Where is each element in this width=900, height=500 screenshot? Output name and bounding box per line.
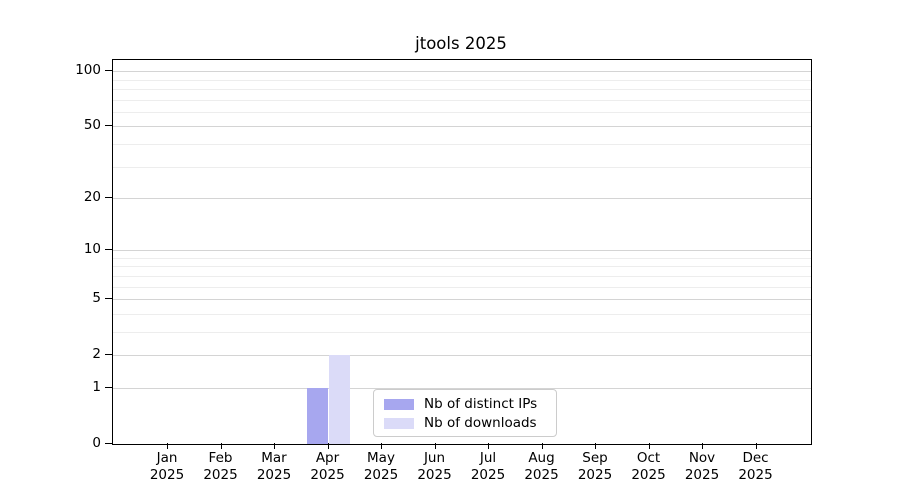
- x-tick-label-may: May 2025: [349, 450, 413, 484]
- legend-label-downloads: Nb of downloads: [424, 415, 537, 431]
- y-tick-5: [105, 298, 112, 300]
- minor-gridline-8: [113, 266, 811, 268]
- minor-gridline-6: [113, 286, 811, 288]
- minor-gridline-70: [113, 99, 811, 101]
- x-tick-month-jun: Jun: [423, 450, 446, 466]
- x-tick-month-apr: Apr: [315, 450, 340, 466]
- major-gridline-100: [113, 71, 811, 73]
- major-gridline-1: [113, 387, 811, 389]
- x-tick-oct: [648, 443, 650, 449]
- x-tick-month-jan: Jan: [156, 450, 178, 466]
- y-tick-label-100: 100: [75, 62, 101, 79]
- y-tick-20: [105, 197, 112, 198]
- y-tick-10: [105, 249, 112, 251]
- y-tick-label-10: 10: [83, 241, 101, 258]
- x-tick-label-jan: Jan 2025: [135, 450, 199, 484]
- y-tick-label-1: 1: [92, 378, 101, 395]
- plot-area: [112, 59, 812, 445]
- x-tick-month-oct: Oct: [636, 450, 661, 466]
- y-tick-1: [105, 386, 112, 388]
- x-tick-year-mar: 2025: [256, 467, 292, 483]
- x-tick-year-aug: 2025: [524, 467, 559, 483]
- y-tick-label-5: 5: [92, 290, 101, 307]
- x-tick-label-dec: Dec 2025: [724, 450, 788, 484]
- x-tick-year-sep: 2025: [577, 467, 613, 483]
- y-tick-2: [105, 354, 112, 356]
- y-tick-label-0: 0: [92, 435, 101, 451]
- chart-title: jtools 2025: [415, 34, 507, 53]
- minor-gridline-30: [113, 166, 811, 168]
- x-tick-month-may: May: [367, 450, 395, 466]
- x-tick-apr: [327, 443, 329, 449]
- x-tick-label-jul: Jul 2025: [456, 450, 520, 484]
- y-tick-50: [105, 125, 112, 127]
- x-tick-year-jun: 2025: [417, 467, 452, 483]
- x-tick-nov: [702, 443, 703, 449]
- legend-item-distinct-ips: Nb of distinct IPs: [384, 395, 556, 414]
- x-tick-year-apr: 2025: [310, 467, 345, 483]
- x-tick-month-aug: Aug: [528, 450, 555, 466]
- y-tick-label-2: 2: [92, 346, 101, 363]
- bar-Apr-nb-of-distinct-ips: [307, 387, 329, 444]
- x-tick-month-dec: Dec: [742, 450, 769, 466]
- x-tick-label-apr: Apr 2025: [296, 450, 360, 484]
- minor-gridline-90: [113, 79, 811, 81]
- downloads-swatch-icon: [384, 418, 414, 429]
- x-tick-jul: [488, 443, 489, 449]
- legend: Nb of distinct IPs Nb of downloads: [373, 389, 557, 437]
- minor-gridline-3: [113, 331, 811, 333]
- y-tick-label-50: 50: [83, 117, 101, 134]
- x-tick-label-mar: Mar 2025: [242, 450, 306, 484]
- x-tick-month-sep: Sep: [582, 450, 608, 466]
- minor-gridline-60: [113, 111, 811, 113]
- x-tick-month-jul: Jul: [479, 450, 497, 466]
- x-tick-year-nov: 2025: [684, 467, 720, 483]
- minor-gridline-80: [113, 88, 811, 90]
- major-gridline-5: [113, 299, 811, 301]
- x-tick-month-mar: Mar: [261, 450, 287, 466]
- x-tick-mar: [274, 443, 275, 449]
- y-tick-0: [105, 443, 112, 444]
- bar-Apr-nb-of-downloads: [328, 355, 350, 444]
- major-gridline-20: [113, 198, 811, 199]
- x-tick-aug: [541, 443, 543, 449]
- minor-gridline-4: [113, 313, 811, 315]
- x-tick-label-nov: Nov 2025: [670, 450, 734, 484]
- minor-gridline-40: [113, 143, 811, 145]
- x-tick-year-jan: 2025: [149, 467, 185, 483]
- x-tick-feb: [220, 443, 222, 449]
- x-tick-label-aug: Aug 2025: [510, 450, 574, 484]
- y-tick-100: [105, 70, 112, 72]
- legend-label-distinct-ips: Nb of distinct IPs: [424, 396, 538, 412]
- y-tick-label-20: 20: [83, 189, 101, 205]
- x-tick-jun: [434, 443, 436, 449]
- x-tick-year-may: 2025: [363, 467, 399, 483]
- x-tick-dec: [755, 443, 757, 449]
- x-tick-may: [381, 443, 382, 449]
- x-tick-month-feb: Feb: [208, 450, 233, 466]
- x-tick-jan: [167, 443, 168, 449]
- major-gridline-10: [113, 250, 811, 252]
- minor-gridline-9: [113, 257, 811, 259]
- distinct-ips-swatch-icon: [384, 399, 414, 410]
- major-gridline-50: [113, 126, 811, 128]
- x-tick-label-jun: Jun 2025: [403, 450, 467, 484]
- major-gridline-2: [113, 355, 811, 357]
- x-tick-sep: [595, 443, 596, 449]
- x-tick-label-feb: Feb 2025: [189, 450, 253, 484]
- x-tick-label-sep: Sep 2025: [563, 450, 627, 484]
- x-tick-year-jul: 2025: [470, 467, 506, 483]
- minor-gridline-7: [113, 275, 811, 277]
- x-tick-year-dec: 2025: [738, 467, 773, 483]
- x-tick-year-oct: 2025: [631, 467, 666, 483]
- legend-item-downloads: Nb of downloads: [384, 414, 556, 433]
- x-tick-year-feb: 2025: [203, 467, 238, 483]
- x-tick-month-nov: Nov: [688, 450, 716, 466]
- x-tick-label-oct: Oct 2025: [617, 450, 681, 484]
